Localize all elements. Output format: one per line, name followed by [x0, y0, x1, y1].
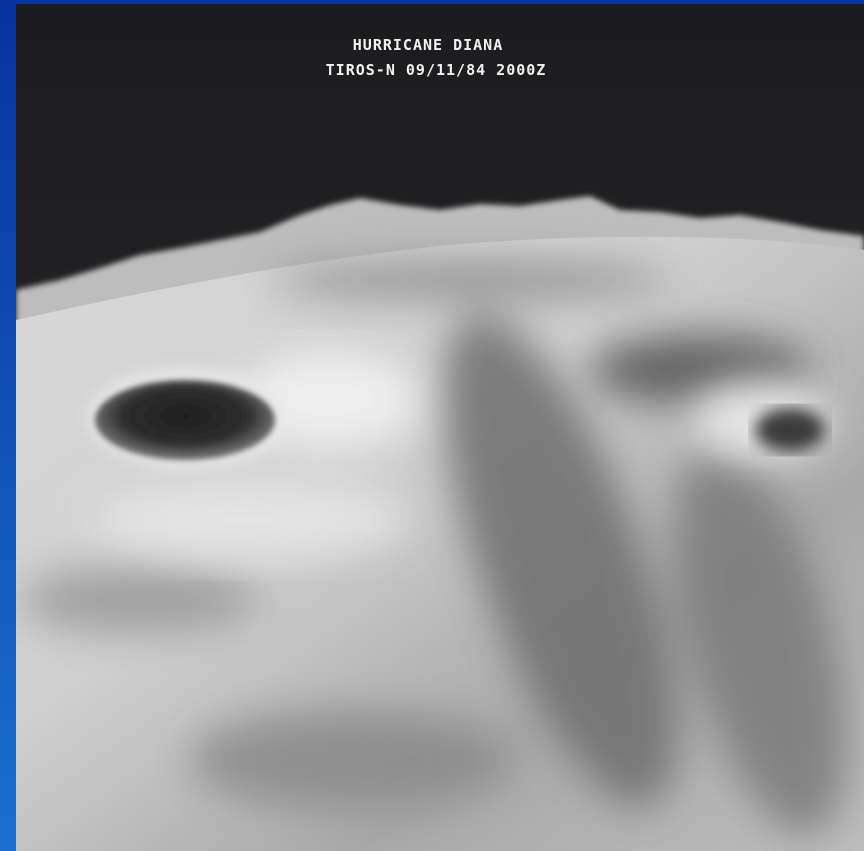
cloud-shadows [20, 260, 846, 835]
hurricane-eye [95, 380, 275, 460]
cloud-hole [755, 408, 825, 452]
image-caption: TIROS-N 09/11/84 2000Z [326, 61, 547, 79]
image-title: HURRICANE DIANA [353, 36, 503, 54]
satellite-image [16, 4, 864, 851]
